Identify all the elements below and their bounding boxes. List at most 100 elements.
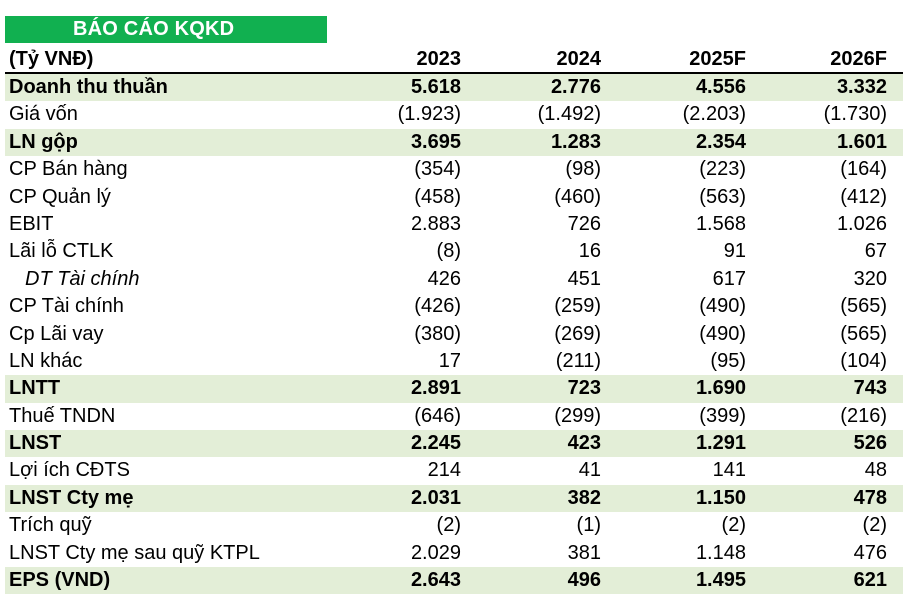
- cell-2024: (460): [554, 185, 601, 208]
- cell-2025f: (399): [699, 404, 746, 427]
- row-label: LNST Cty mẹ sau quỹ KTPL: [9, 541, 260, 564]
- cell-2024: (269): [554, 322, 601, 345]
- table-row-net-revenue: Doanh thu thuần 5.618 2.776 4.556 3.332: [5, 74, 903, 102]
- cell-2023: (646): [414, 404, 461, 427]
- cell-2026f: 67: [864, 240, 887, 263]
- cell-2025f: (95): [710, 349, 746, 372]
- table-row-gross-profit: LN gộp 3.695 1.283 2.354 1.601: [5, 128, 903, 157]
- row-label: CP Tài chính: [9, 295, 124, 318]
- cell-2026f: 3.332: [836, 76, 887, 98]
- cell-2024: (1): [576, 514, 601, 537]
- cell-2023: 2.891: [410, 377, 461, 400]
- cell-2026f: (2): [862, 514, 887, 537]
- cell-2023: (2): [436, 514, 461, 537]
- cell-2025f: 1.568: [695, 212, 746, 235]
- table-row-profit-before-tax: LNTT 2.891 723 1.690 743: [5, 375, 903, 403]
- cell-2025f: 141: [712, 459, 746, 482]
- cell-2024: 41: [578, 459, 601, 482]
- cell-2026f: 1.026: [836, 212, 887, 235]
- cell-2024: 726: [567, 212, 601, 235]
- cell-2026f: 1.601: [836, 130, 887, 153]
- table-row-interest-expense: Cp Lãi vay (380) (269) (490) (565): [5, 321, 903, 348]
- table-row-selling-expense: CP Bán hàng (354) (98) (223) (164): [5, 156, 903, 183]
- cell-2025f: 2.354: [695, 130, 746, 153]
- cell-2023: 2.883: [410, 212, 461, 235]
- cell-2025f: 1.690: [695, 377, 746, 400]
- cell-2025f: 1.495: [695, 569, 746, 592]
- year-header-2026f: 2026F: [830, 48, 887, 70]
- table-row-minority-interest: Lợi ích CĐTS 214 41 141 48: [5, 457, 903, 484]
- cell-2023: 3.695: [410, 130, 461, 153]
- income-statement-table: (Tỷ VNĐ) 2023 2024 2025F 2026F Doanh thu…: [5, 47, 903, 595]
- unit-label: (Tỷ VNĐ): [9, 48, 94, 70]
- cell-2026f: (216): [840, 404, 887, 427]
- row-label: Cp Lãi vay: [9, 322, 104, 345]
- cell-2024: (1.492): [537, 103, 601, 126]
- cell-2025f: 4.556: [695, 76, 746, 98]
- cell-2024: (259): [554, 295, 601, 318]
- row-label: LNST Cty mẹ: [9, 486, 134, 509]
- table-row-profit-after-tax: LNST 2.245 423 1.291 526: [5, 430, 903, 458]
- cell-2023: (1.923): [397, 103, 461, 126]
- row-label: Lợi ích CĐTS: [9, 459, 130, 482]
- row-label: DT Tài chính: [25, 267, 140, 290]
- cell-2025f: (2.203): [682, 103, 746, 126]
- cell-2024: 451: [567, 267, 601, 290]
- cell-2023: 5.618: [410, 76, 461, 98]
- cell-2023: 2.643: [410, 569, 461, 592]
- row-label: Thuế TNDN: [9, 404, 116, 427]
- cell-2026f: (164): [840, 158, 887, 181]
- cell-2024: (211): [555, 349, 601, 372]
- cell-2023: 2.029: [410, 541, 461, 564]
- cell-2025f: (2): [721, 514, 746, 537]
- cell-2026f: (565): [840, 295, 887, 318]
- cell-2025f: 617: [712, 267, 746, 290]
- table-row-corporate-income-tax: Thuế TNDN (646) (299) (399) (216): [5, 403, 903, 430]
- table-row-admin-expense: CP Quản lý (458) (460) (563) (412): [5, 184, 903, 211]
- table-row-parent-profit: LNST Cty mẹ 2.031 382 1.150 478: [5, 484, 903, 513]
- row-label: CP Bán hàng: [9, 158, 128, 181]
- cell-2023: 2.245: [410, 432, 461, 455]
- table-row-parent-profit-after-fund: LNST Cty mẹ sau quỹ KTPL 2.029 381 1.148…: [5, 540, 903, 567]
- cell-2024: 382: [567, 486, 601, 509]
- cell-2023: (380): [414, 322, 461, 345]
- row-label: EBIT: [9, 212, 54, 235]
- cell-2026f: 48: [864, 459, 887, 482]
- cell-2025f: 1.150: [695, 486, 746, 509]
- table-row-eps: EPS (VND) 2.643 496 1.495 621: [5, 567, 903, 595]
- table-row-ebit: EBIT 2.883 726 1.568 1.026: [5, 211, 903, 238]
- cell-2024: 423: [567, 432, 601, 455]
- cell-2024: 16: [578, 240, 601, 263]
- table-row-other-profit: LN khác 17 (211) (95) (104): [5, 348, 903, 375]
- cell-2023: (458): [414, 185, 461, 208]
- cell-2026f: (104): [840, 349, 887, 372]
- year-header-2023: 2023: [416, 48, 462, 70]
- cell-2026f: (565): [840, 322, 887, 345]
- cell-2023: 426: [427, 267, 461, 290]
- row-label: CP Quản lý: [9, 185, 111, 208]
- cell-2024: 723: [567, 377, 601, 400]
- cell-2026f: (1.730): [823, 103, 887, 126]
- year-header-2024: 2024: [556, 48, 602, 70]
- row-label: Lãi lỗ CTLK: [9, 240, 114, 263]
- cell-2024: 2.776: [550, 76, 601, 98]
- row-label: LNTT: [9, 377, 61, 400]
- cell-2023: (8): [436, 240, 461, 263]
- cell-2023: (426): [414, 295, 461, 318]
- cell-2026f: 621: [853, 569, 887, 592]
- cell-2025f: (563): [699, 185, 746, 208]
- cell-2026f: 743: [853, 377, 887, 400]
- cell-2025f: (223): [699, 158, 746, 181]
- table-row-cogs: Giá vốn (1.923) (1.492) (2.203) (1.730): [5, 101, 903, 128]
- row-label: EPS (VND): [9, 569, 111, 592]
- row-label: Giá vốn: [9, 103, 78, 126]
- cell-2023: (354): [414, 158, 461, 181]
- cell-2023: 2.031: [410, 486, 461, 509]
- cell-2024: 381: [567, 541, 601, 564]
- cell-2024: 496: [567, 569, 601, 592]
- cell-2026f: 526: [853, 432, 887, 455]
- row-label: LN khác: [9, 349, 83, 372]
- cell-2025f: 91: [723, 240, 746, 263]
- cell-2026f: 476: [853, 541, 887, 564]
- cell-2024: (98): [565, 158, 601, 181]
